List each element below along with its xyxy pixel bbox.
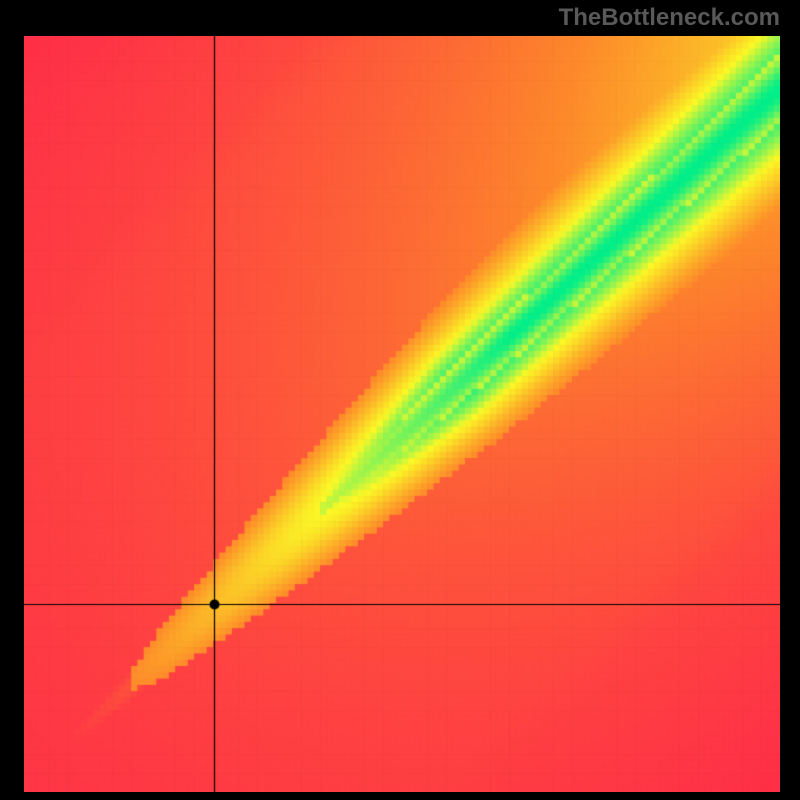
bottleneck-heatmap bbox=[24, 36, 780, 792]
chart-container: TheBottleneck.com bbox=[0, 0, 800, 800]
watermark-label: TheBottleneck.com bbox=[559, 4, 780, 32]
